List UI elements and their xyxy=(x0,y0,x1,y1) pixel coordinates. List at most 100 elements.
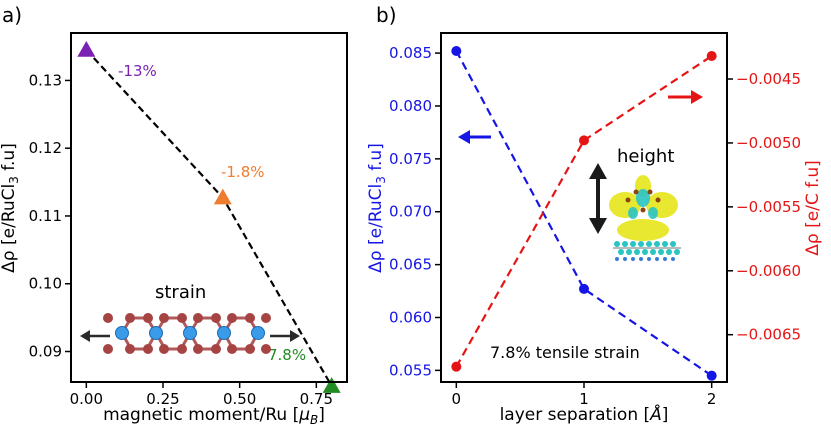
surface-atom xyxy=(626,249,632,255)
y-tick-label: 0.09 xyxy=(29,343,62,361)
surface-atom-lower xyxy=(655,257,659,261)
molecule-atom xyxy=(655,197,661,203)
panel-b-left-y-ticks: 0.055 0.060 0.065 0.070 0.075 0.080 0.085 xyxy=(389,44,441,379)
surface-atom xyxy=(646,241,652,247)
cl-atom-bottom xyxy=(211,344,221,354)
right-series-point xyxy=(451,361,462,372)
surface-atom-lower xyxy=(631,257,635,261)
ru-atom xyxy=(217,326,231,340)
surface-atom xyxy=(638,241,644,247)
molecule-atom xyxy=(647,189,653,195)
strain-inset: strain xyxy=(80,282,300,354)
ru-atom xyxy=(251,326,265,340)
left-y-tick-label: 0.085 xyxy=(389,44,432,62)
surface-atom xyxy=(670,241,676,247)
y-tick-label: 0.12 xyxy=(29,139,62,157)
cl-atom-top xyxy=(245,313,255,323)
cl-atom-top xyxy=(211,313,221,323)
x-tick-label: 0 xyxy=(452,390,462,408)
molecule-atom xyxy=(640,207,646,213)
height-arrow-up-head xyxy=(589,163,607,179)
surface-atom xyxy=(654,241,660,247)
left-y-tick-label: 0.065 xyxy=(389,256,432,274)
right-y-tick-label: −0.0045 xyxy=(736,70,801,88)
point-label-minus13: -13% xyxy=(118,62,157,80)
cl-atom-bottom xyxy=(125,344,135,354)
left-y-tick-label: 0.060 xyxy=(389,308,432,326)
cl-atom-top xyxy=(261,313,271,323)
right-y-tick-label: −0.0065 xyxy=(736,326,801,344)
point-label-minus1-8: -1.8% xyxy=(221,163,265,181)
height-inset-title: height xyxy=(617,146,674,167)
cl-atom-bottom xyxy=(261,344,271,354)
point-label-7-8: 7.8% xyxy=(268,346,306,364)
surface-atom xyxy=(642,249,648,255)
isosurface-depletion xyxy=(636,189,650,207)
left-y-tick-label: 0.080 xyxy=(389,97,432,115)
left-series-point xyxy=(451,45,462,56)
panel-a-label: a) xyxy=(2,3,22,27)
panel-b-right-y-ticks: −0.0065 −0.0060 −0.0055 −0.0050 −0.0045 xyxy=(727,70,801,344)
surface-atom xyxy=(658,249,664,255)
surface-atom-lower xyxy=(623,257,627,261)
cl-atom-top xyxy=(159,313,169,323)
panel-b-label: b) xyxy=(376,3,397,27)
x-tick-label: 1 xyxy=(579,390,589,408)
surface-atom-lower xyxy=(663,257,667,261)
isosurface-depletion xyxy=(628,207,638,219)
cl-atom-bottom xyxy=(103,344,113,354)
y-tick-label: 0.11 xyxy=(29,207,62,225)
strain-inset-title: strain xyxy=(155,282,206,303)
surface-atom xyxy=(618,249,624,255)
cl-atom-top xyxy=(177,313,187,323)
surface-atom xyxy=(622,241,628,247)
panel-b-frame xyxy=(440,32,728,383)
rucl3-crystal-illustration xyxy=(103,313,271,354)
triangle-marker xyxy=(77,40,96,57)
cl-atom-top xyxy=(125,313,135,323)
panel-a-x-axis-label: magnetic moment/Ru [μB] xyxy=(103,405,325,427)
cl-atom-top xyxy=(227,313,237,323)
surface-atom-lower xyxy=(671,257,675,261)
molecule-atom xyxy=(625,197,631,203)
right-series-point xyxy=(706,51,717,62)
panel-a-frame xyxy=(70,32,348,383)
right-y-tick-label: −0.0060 xyxy=(736,262,801,280)
cl-atom-top xyxy=(143,313,153,323)
tensile-strain-annotation: 7.8% tensile strain xyxy=(490,343,640,362)
ru-atom xyxy=(149,326,163,340)
panel-b-x-axis-label: layer separation [Å] xyxy=(500,403,669,425)
height-arrow-down-head xyxy=(589,218,607,234)
panel-b-left-y-axis-label: Δρ [e/RuCl3 f.u] xyxy=(366,143,388,273)
cl-atom-bottom xyxy=(227,344,237,354)
cl-atom-top xyxy=(193,313,203,323)
surface-atom-lower xyxy=(647,257,651,261)
panel-a-y-ticks: 0.09 0.10 0.11 0.12 0.13 xyxy=(29,71,71,361)
triangle-marker xyxy=(213,188,232,205)
surface-atom xyxy=(614,241,620,247)
surface-atom-lower xyxy=(639,257,643,261)
ru-atom xyxy=(183,326,197,340)
panel-b-series xyxy=(451,45,717,381)
isosurface-lobe xyxy=(617,219,669,241)
surface-atom xyxy=(674,249,680,255)
cl-atom-bottom xyxy=(245,344,255,354)
surface-atom xyxy=(634,249,640,255)
panel-a: a) 0.00 0.25 0.50 0.75 0.09 0.10 0.11 0.12 0.13… xyxy=(0,3,348,427)
cl-atom-bottom xyxy=(159,344,169,354)
molecule-atom xyxy=(633,189,639,195)
strain-right-arrowhead xyxy=(290,330,300,342)
cl-atom-bottom xyxy=(193,344,203,354)
cl-atom-bottom xyxy=(143,344,153,354)
right-series-point xyxy=(579,135,589,146)
panel-a-x-ticks: 0.00 0.25 0.50 0.75 xyxy=(70,382,333,408)
left-y-tick-label: 0.070 xyxy=(389,203,432,221)
surface-atom xyxy=(650,249,656,255)
strain-left-arrowhead xyxy=(80,330,90,342)
surface-atom xyxy=(662,241,668,247)
surface-atom xyxy=(666,249,672,255)
right-y-tick-label: −0.0055 xyxy=(736,198,801,216)
x-tick-label: 0.00 xyxy=(70,390,103,408)
